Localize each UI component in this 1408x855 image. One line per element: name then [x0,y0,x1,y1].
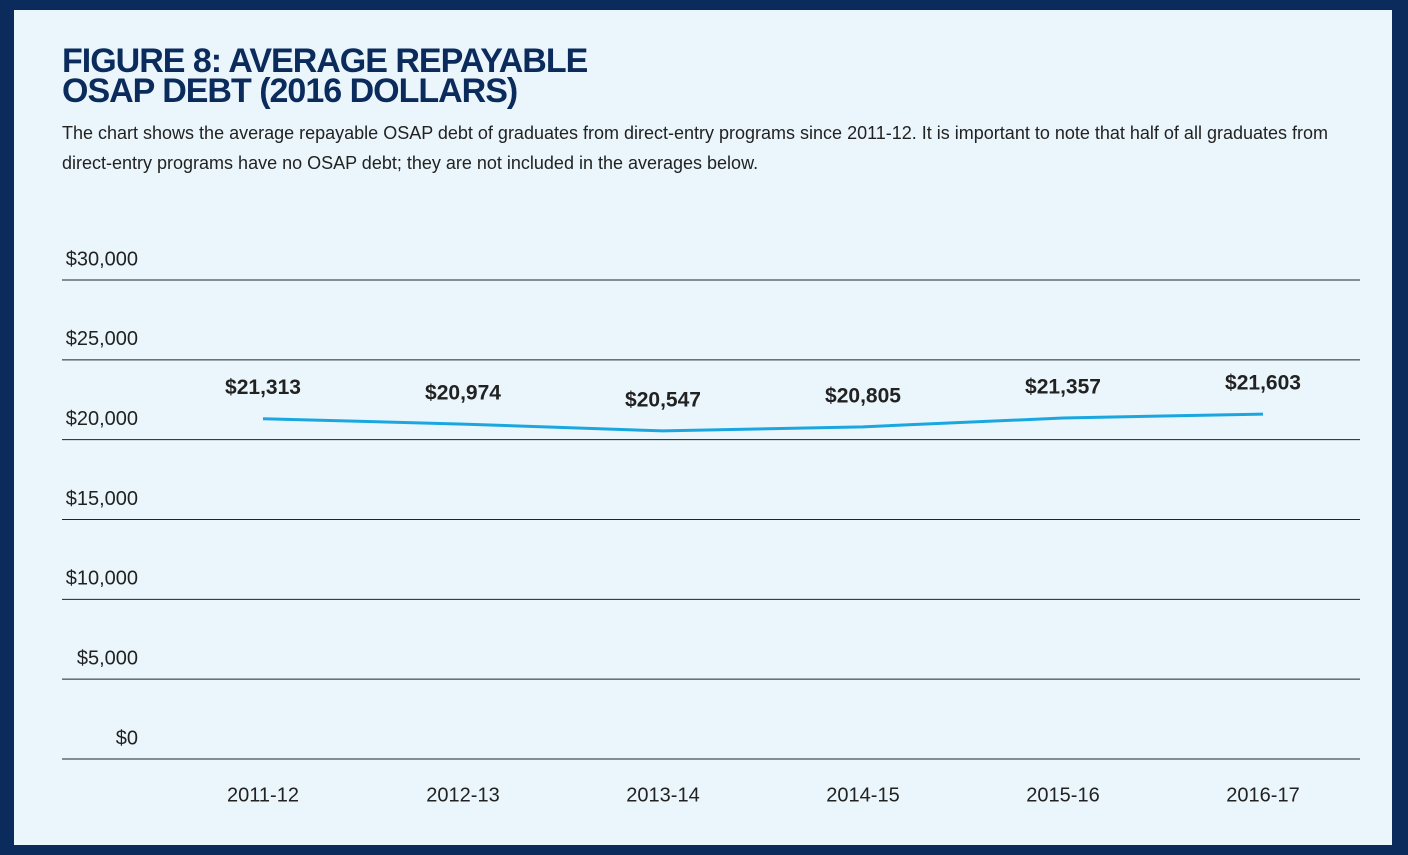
line [262,412,1264,433]
chart-subtitle: The chart shows the average repayable OS… [62,123,1329,173]
y-tick-label: $10,000 [66,568,138,590]
data-label: $21,603 [1225,372,1301,395]
x-tick-label: 2016-17 [1226,784,1299,806]
data-label: $20,974 [425,382,501,405]
y-tick-label: $15,000 [66,488,138,510]
x-tick-label: 2014-15 [826,784,899,806]
y-tick-label: $20,000 [66,408,138,430]
y-tick-label: $25,000 [66,328,138,350]
y-tick-label: $0 [116,727,138,749]
data-label: $20,805 [825,384,901,407]
x-tick-label: 2013-14 [626,784,699,806]
chart-title: OSAP DEBT (2016 DOLLARS) [62,72,518,110]
x-tick-label: 2011-12 [227,784,299,806]
panel: FIGURE 8: AVERAGE REPAYABLE OSAP DEBT (2… [14,10,1392,845]
data-label: $20,547 [625,388,701,411]
x-tick-label: 2015-16 [1026,784,1099,806]
y-tick-label: $5,000 [77,647,138,669]
data-label: $21,357 [1025,376,1101,399]
x-tick-label: 2012-13 [426,784,499,806]
data-label: $21,313 [225,376,301,399]
y-tick-label: $30,000 [66,248,138,270]
chart-title: FIGURE 8: AVERAGE REPAYABLE [62,42,588,80]
